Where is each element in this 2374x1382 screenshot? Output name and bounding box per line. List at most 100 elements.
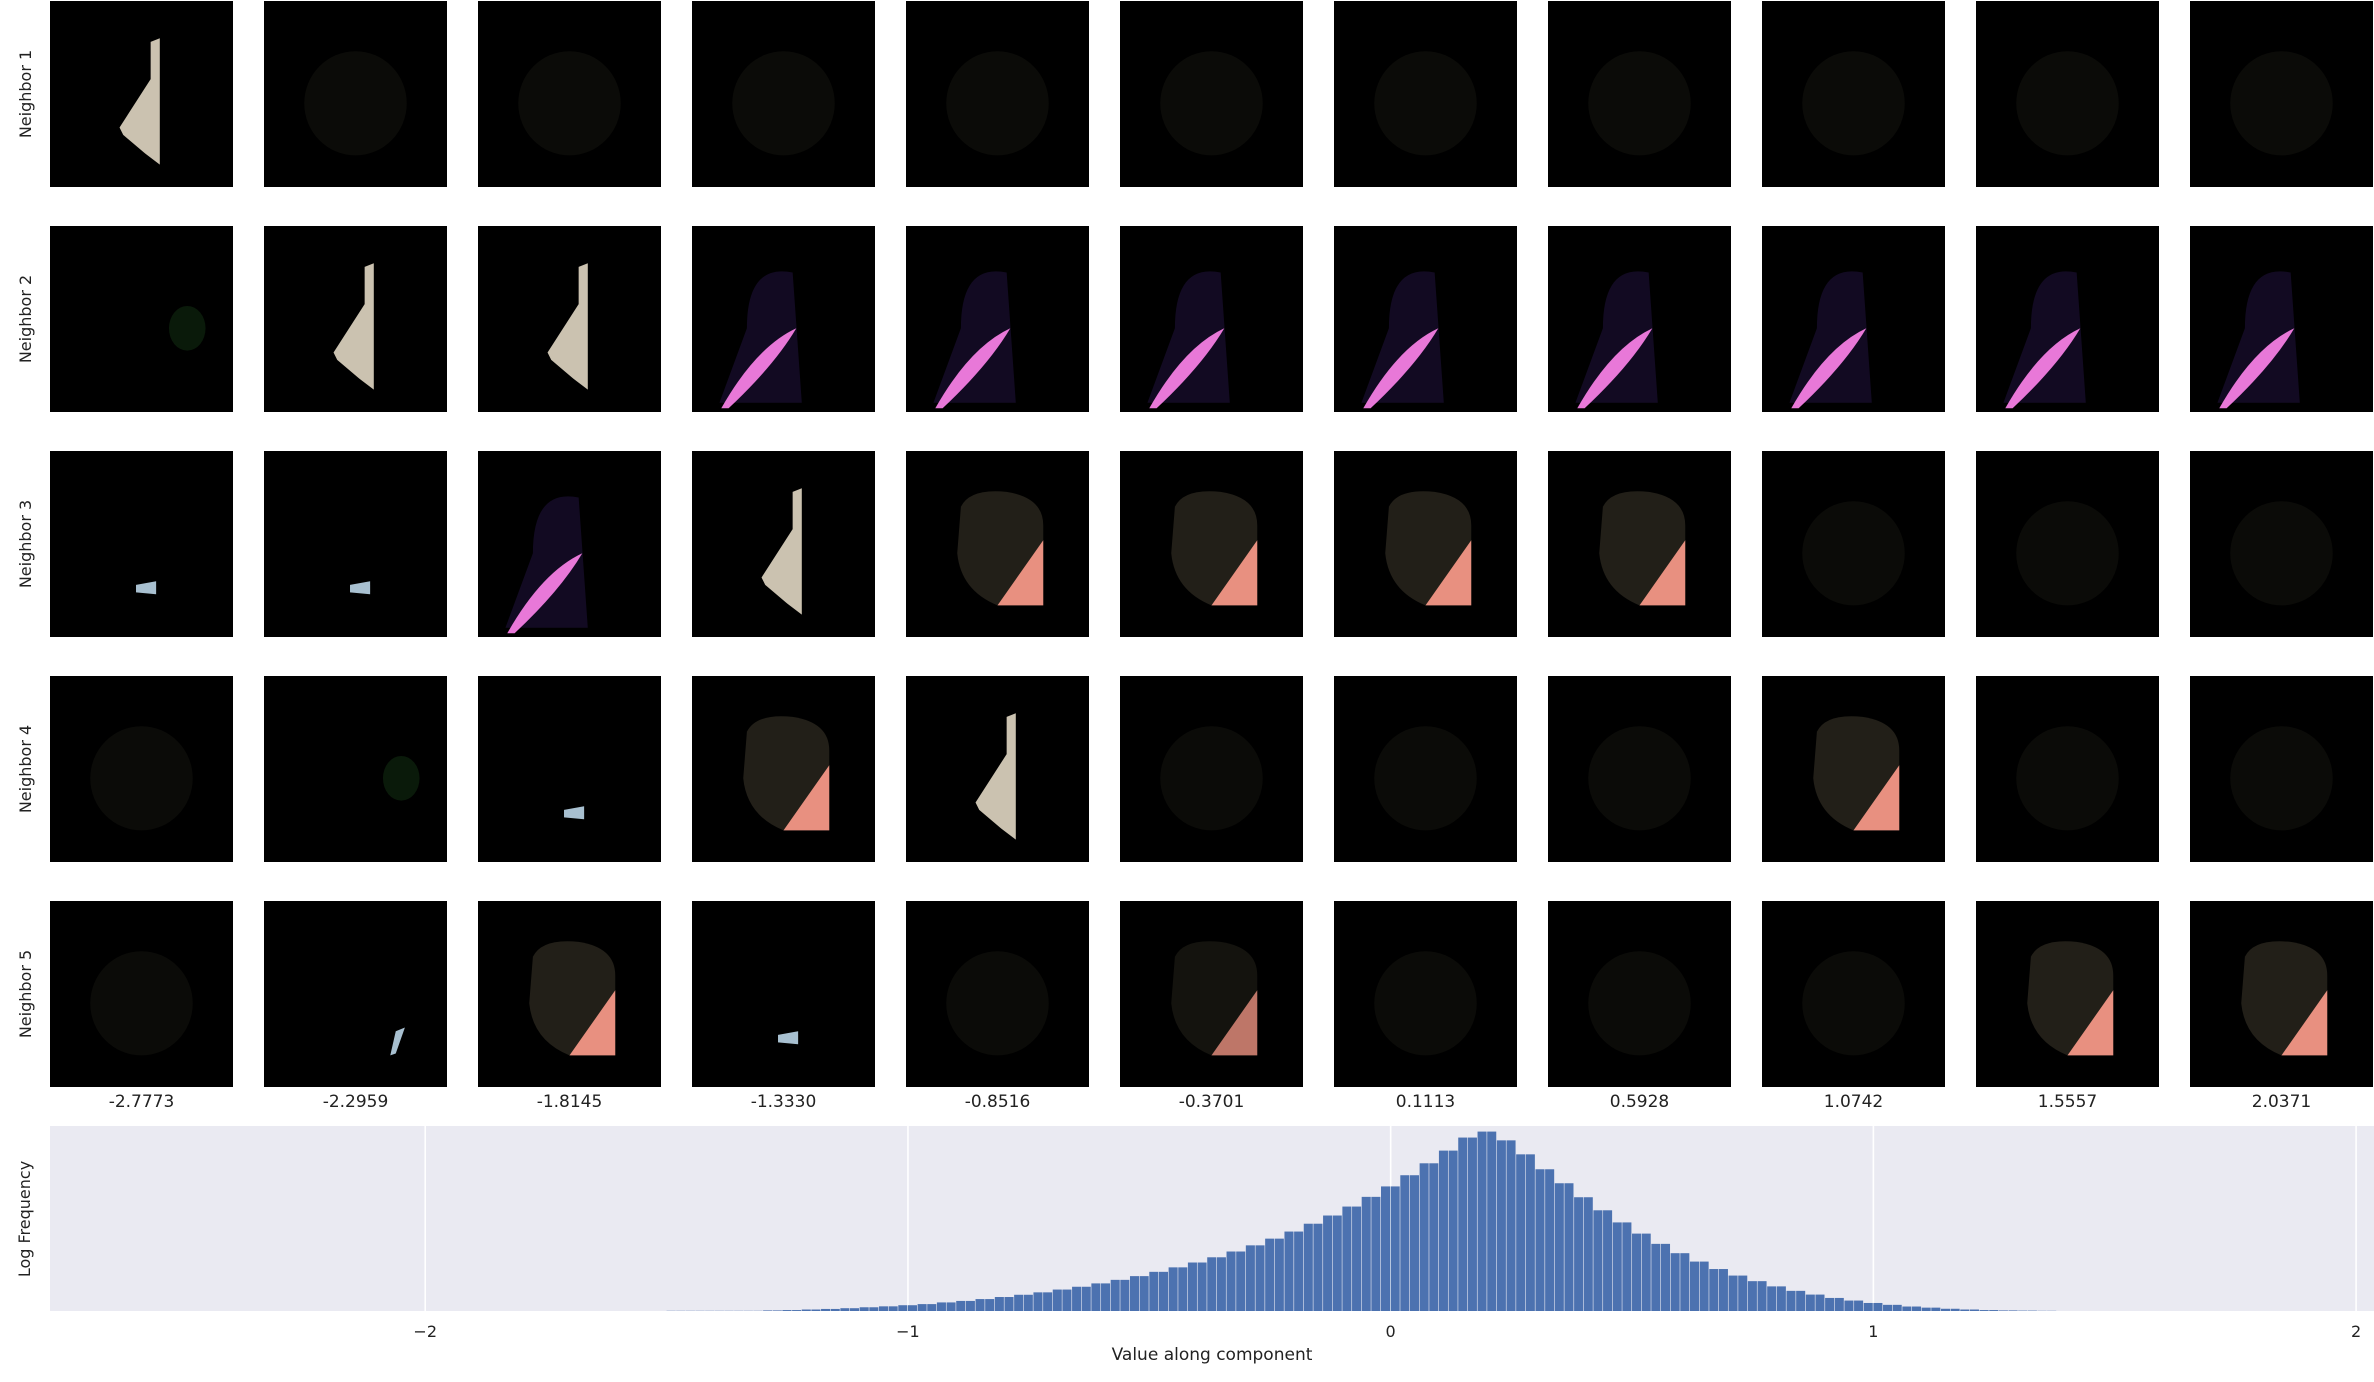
x-axis-label: Value along component xyxy=(1112,1345,1313,1365)
histogram-bar xyxy=(1380,1186,1391,1311)
histogram-bar xyxy=(1535,1169,1545,1311)
thumbnail-petal xyxy=(1548,226,1731,412)
row-label: Neighbor 4 xyxy=(16,725,35,813)
thumbnail-chip xyxy=(478,676,661,862)
histogram-bar xyxy=(1641,1233,1651,1311)
histogram-bar xyxy=(801,1309,811,1311)
histogram-bar xyxy=(1940,1308,1951,1311)
thumbnail-blob xyxy=(692,676,875,862)
column-value-label: -1.3330 xyxy=(751,1092,817,1112)
histogram-bar xyxy=(1294,1231,1304,1311)
histogram-bar xyxy=(1448,1150,1458,1311)
histogram-bar xyxy=(1390,1186,1400,1311)
histogram-bar xyxy=(1603,1210,1613,1311)
thumbnail-faint xyxy=(1976,1,2159,187)
histogram-bar xyxy=(1207,1257,1217,1311)
histogram-bar xyxy=(1796,1290,1806,1311)
thumbnail-petal xyxy=(906,226,1089,412)
histogram-bar xyxy=(927,1304,937,1311)
thumbnail-sliver xyxy=(264,901,447,1087)
histogram-bar xyxy=(1274,1238,1284,1311)
histogram-bar xyxy=(1187,1262,1197,1311)
histogram-bar xyxy=(1158,1271,1169,1311)
thumbnail-faint xyxy=(1976,676,2159,862)
histogram-bar xyxy=(1487,1131,1497,1311)
x-tick-label: −2 xyxy=(413,1322,437,1341)
histogram-bar xyxy=(1371,1196,1381,1311)
histogram-bar xyxy=(1825,1297,1835,1311)
histogram-bar xyxy=(811,1309,821,1311)
thumbnail-faint xyxy=(264,1,447,187)
histogram-bar xyxy=(946,1302,956,1311)
histogram-bar xyxy=(1718,1269,1728,1311)
thumbnail-blob xyxy=(906,451,1089,637)
histogram-bar xyxy=(830,1308,840,1311)
column-value-label: -2.2959 xyxy=(323,1092,389,1112)
histogram-bar xyxy=(850,1308,860,1311)
thumbnail-faint xyxy=(1548,676,1731,862)
y-axis-label: Log Frequency xyxy=(15,1161,34,1277)
thumbnail-faint xyxy=(1334,676,1517,862)
histogram-bar xyxy=(2008,1310,2018,1311)
thumbnail-blob xyxy=(1762,676,1945,862)
histogram-bar xyxy=(1323,1215,1333,1311)
thumbnail-chip xyxy=(692,901,875,1087)
thumbnail-petal xyxy=(478,451,661,637)
histogram-bar xyxy=(1004,1297,1014,1311)
histogram-bar xyxy=(1120,1279,1130,1311)
histogram-bar xyxy=(1477,1131,1487,1311)
histogram-bar xyxy=(1776,1286,1786,1311)
histogram-bar xyxy=(1805,1294,1815,1311)
histogram-bar xyxy=(1052,1289,1062,1311)
histogram-bar xyxy=(1699,1261,1709,1311)
thumbnail-blob-dim xyxy=(1120,901,1303,1087)
histogram-bar xyxy=(1110,1279,1120,1311)
row-label: Neighbor 2 xyxy=(16,275,35,363)
histogram-bar xyxy=(965,1300,975,1311)
histogram-bar xyxy=(821,1308,831,1311)
row-label: Neighbor 5 xyxy=(16,950,35,1038)
histogram-bar xyxy=(1043,1292,1053,1311)
histogram-bar xyxy=(1911,1306,1922,1311)
thumbnail-blob xyxy=(478,901,661,1087)
histogram-bar xyxy=(1081,1286,1091,1311)
histogram-bar xyxy=(1438,1150,1448,1311)
histogram-bar xyxy=(1786,1290,1796,1311)
histogram-bar xyxy=(1062,1289,1072,1311)
histogram-bar xyxy=(1033,1292,1043,1311)
histogram-bar xyxy=(1255,1245,1265,1311)
histogram-bar xyxy=(898,1305,908,1311)
thumbnail-leaf xyxy=(478,226,661,412)
histogram-bar xyxy=(1545,1169,1555,1311)
thumbnail-blob xyxy=(2190,901,2373,1087)
histogram-bar xyxy=(1921,1307,1931,1311)
thumbnail-leaf xyxy=(264,226,447,412)
column-value-label: -1.8145 xyxy=(537,1092,603,1112)
histogram-panel: −2 −1 0 1 2 Value along component Log Freque… xyxy=(15,1126,2374,1365)
histogram-bar xyxy=(1149,1271,1159,1311)
histogram-bar xyxy=(782,1310,792,1311)
thumbnail-petal xyxy=(2190,226,2373,412)
histogram-bar xyxy=(1979,1310,1989,1311)
thumbnail-faint xyxy=(1762,451,1945,637)
histogram-bar xyxy=(1651,1243,1661,1311)
thumbnail-grid xyxy=(50,1,2373,1087)
thumbnail-leaf xyxy=(692,451,875,637)
histogram-bar xyxy=(1883,1304,1893,1311)
histogram-bar xyxy=(859,1307,869,1311)
histogram-bar xyxy=(1844,1300,1854,1311)
thumbnail-faint xyxy=(1120,676,1303,862)
histogram-bar xyxy=(917,1304,927,1311)
histogram-bar xyxy=(1023,1294,1033,1311)
thumbnail-petal xyxy=(1762,226,1945,412)
x-tick-label: 1 xyxy=(1868,1322,1878,1341)
histogram-bar xyxy=(1767,1286,1777,1311)
thumbnail-chip xyxy=(50,451,233,637)
thumbnail-faint xyxy=(906,901,1089,1087)
histogram-bar xyxy=(956,1300,966,1311)
row-label: Neighbor 3 xyxy=(16,500,35,588)
histogram-bar xyxy=(1554,1183,1564,1311)
column-value-label: 1.5557 xyxy=(2038,1092,2097,1112)
histogram-bar xyxy=(1670,1253,1680,1311)
thumbnail-faint xyxy=(1976,451,2159,637)
